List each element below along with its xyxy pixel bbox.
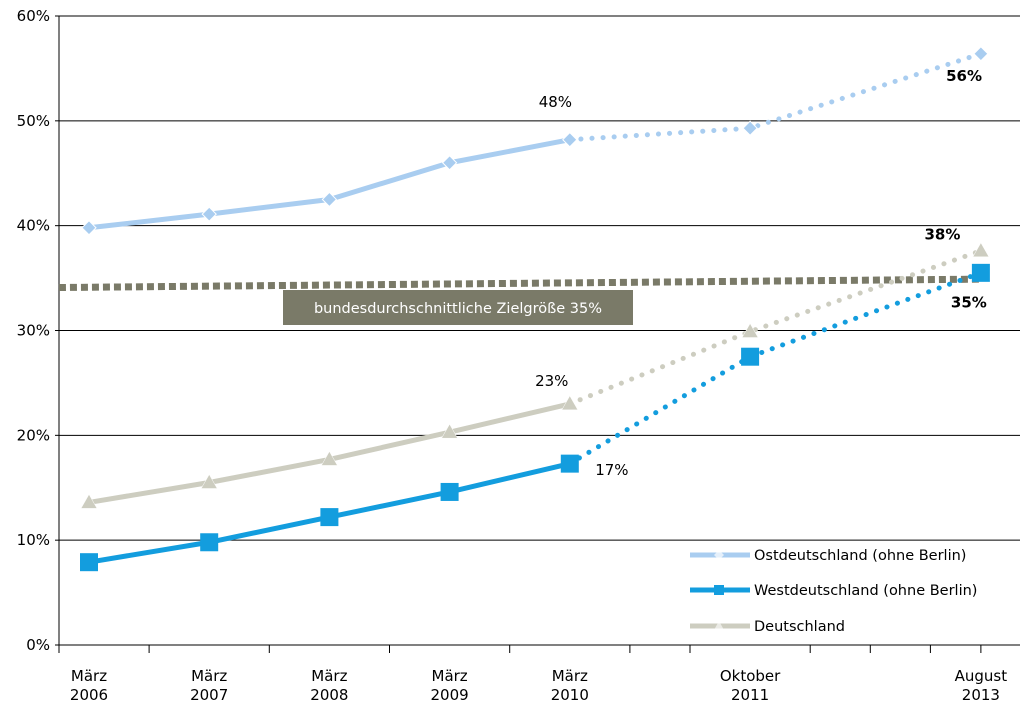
series [80,263,990,572]
x-tick-label: 2009 [431,686,469,704]
y-tick-label: 10% [17,531,50,549]
y-tick-label: 20% [17,426,50,444]
legend-label: Deutschland [754,619,845,635]
data-point-triangle [972,242,990,258]
data-point-square [440,482,459,501]
series-projection-line [567,248,984,407]
x-tick-label: März [432,667,468,685]
data-point-triangle [441,423,459,439]
series-projection-line [567,51,984,143]
data-point-square [80,553,98,572]
data-label: 23% [535,372,568,390]
data-point-diamond [201,206,217,222]
y-axis-labels: 0% 10% 20% 30% 40% 50% 60% [17,7,50,654]
x-tick-label: 2007 [190,686,228,704]
target-dotted-line [58,275,981,292]
data-point-square [741,347,760,366]
y-tick-label: 40% [17,217,50,235]
x-tick-label: 2008 [310,686,348,704]
legend-swatch-marker [714,550,724,560]
data-label: 56% [946,67,982,85]
x-tick-label: 2011 [731,686,769,704]
data-label: 35% [951,293,987,311]
series-line [88,137,571,231]
data-point-diamond [742,120,758,136]
data-label: 48% [539,93,572,111]
x-tick-label: März [71,667,107,685]
data-point-diamond [321,191,338,208]
data-label: 38% [924,225,960,243]
data-labels: 48% 56% 38% 35% 23% 17% [535,67,987,479]
legend-label: Westdeutschland (ohne Berlin) [754,583,977,599]
target-label: bundesdurchschnittliche Zielgröße 35% [314,301,602,317]
data-label: 17% [595,461,628,479]
data-point-triangle [561,395,579,411]
data-point-diamond [81,220,97,236]
series [81,46,989,236]
data-point-triangle [80,493,98,509]
target-label-box [283,290,633,325]
data-point-triangle [320,450,338,466]
x-tick-label: 2006 [70,686,108,704]
y-tick-label: 50% [17,112,50,130]
x-tick-label: März [191,667,227,685]
y-tick-label: 60% [17,7,50,25]
x-axis-labels: März2006März2007März2008März2009März2010… [70,667,1007,704]
data-point-diamond [973,46,989,62]
data-point-diamond [562,131,578,148]
target-line: bundesdurchschnittliche Zielgröße 35% [58,275,981,325]
legend: Ostdeutschland (ohne Berlin) Westdeutschl… [690,548,977,635]
legend-label: Ostdeutschland (ohne Berlin) [754,548,966,564]
series-group [80,46,990,572]
y-tick-label: 30% [17,322,50,340]
x-tick-label: 2010 [551,686,589,704]
x-tick-label: März [311,667,347,685]
x-tick-label: März [552,667,588,685]
series [80,242,990,509]
data-point-square [200,533,219,552]
x-tick-label: Oktober [720,667,781,685]
data-point-triangle [741,323,759,338]
data-point-square [971,263,990,282]
x-tick-label: August [955,667,1008,685]
x-tick-label: 2013 [962,686,1000,704]
data-point-diamond [441,155,458,171]
data-point-square [320,508,339,527]
data-point-triangle [200,474,218,489]
legend-swatch-marker [714,621,724,630]
data-point-square [560,454,579,473]
legend-swatch-marker [714,585,724,595]
y-tick-label: 0% [26,636,50,654]
